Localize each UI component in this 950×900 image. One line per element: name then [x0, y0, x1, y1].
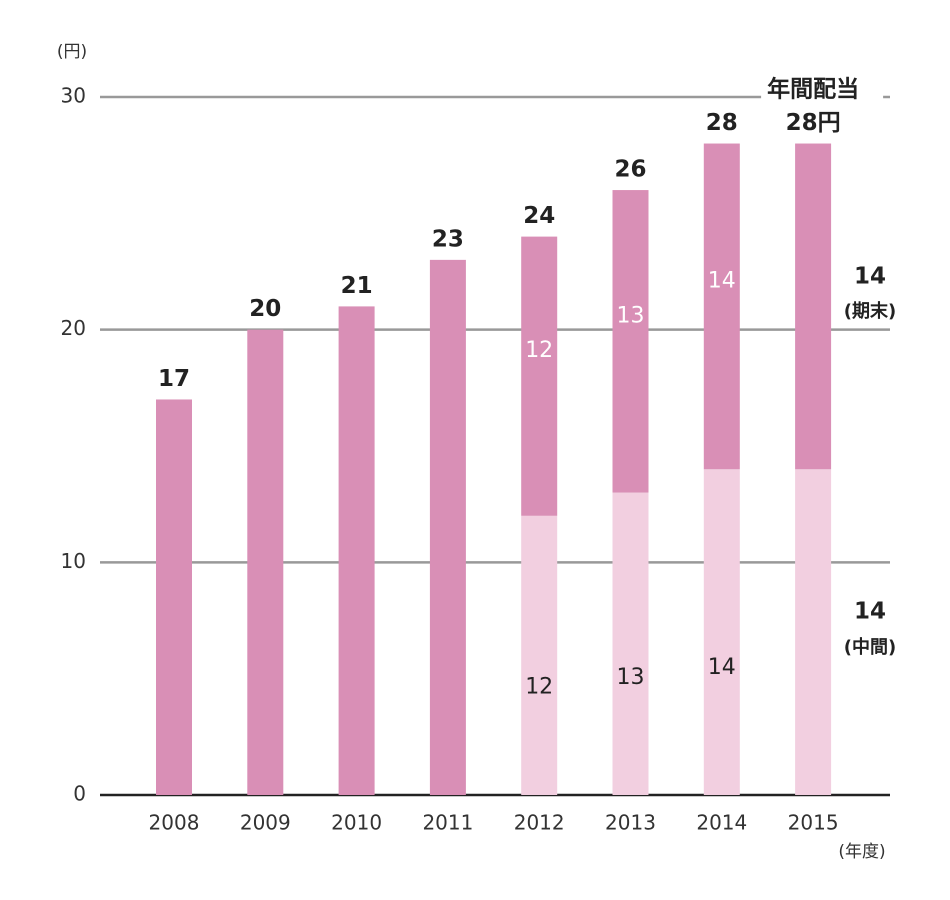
side-value-label: 14 — [854, 264, 886, 290]
bar-segment — [612, 190, 649, 493]
bar-segment — [156, 399, 192, 795]
side-value-label: 14 — [854, 599, 886, 625]
x-tick-label: 2012 — [514, 811, 565, 835]
segment-value-label: 13 — [617, 303, 645, 328]
x-unit: (年度) — [838, 842, 885, 862]
x-tick-label: 2011 — [422, 811, 473, 835]
bar-segment — [247, 329, 284, 795]
segment-value-label: 13 — [617, 665, 645, 690]
x-tick-label: 2013 — [605, 811, 656, 835]
bar-segment — [703, 469, 740, 795]
segment-value-label: 14 — [708, 655, 736, 680]
total-label: 20 — [249, 296, 281, 322]
bar-segment — [521, 515, 558, 795]
segment-value-label: 12 — [525, 675, 553, 700]
annotation-bg — [761, 81, 884, 111]
segment-value-label: 14 — [708, 268, 736, 293]
bar-segment — [521, 236, 558, 516]
y-tick-label: 20 — [61, 316, 86, 340]
bar-segment — [612, 492, 649, 795]
x-tick-label: 2014 — [696, 811, 747, 835]
y-unit: (円) — [57, 42, 87, 62]
bar-segment — [429, 259, 466, 795]
total-label: 28円 — [786, 110, 841, 136]
total-label: 23 — [432, 226, 464, 252]
total-label: 21 — [341, 273, 373, 299]
y-tick-label: 30 — [61, 84, 86, 108]
total-label: 28 — [706, 110, 738, 136]
segment-value-label: 12 — [525, 338, 553, 363]
bar-segment — [795, 469, 832, 795]
side-series-name: (中間) — [844, 636, 896, 658]
bar-segment — [795, 143, 832, 470]
annotation: 年間配当 — [767, 76, 859, 103]
total-label: 26 — [614, 157, 646, 183]
x-tick-label: 2008 — [149, 811, 200, 835]
side-series-name: (期末) — [844, 300, 896, 322]
y-tick-label: 10 — [61, 549, 86, 573]
bar-segment — [338, 306, 375, 795]
y-tick-label: 0 — [73, 782, 86, 806]
total-label: 24 — [523, 203, 555, 229]
total-label: 17 — [158, 366, 190, 392]
x-tick-label: 2009 — [240, 811, 291, 835]
bar-segment — [703, 143, 740, 470]
x-tick-label: 2015 — [788, 811, 839, 835]
x-tick-label: 2010 — [331, 811, 382, 835]
